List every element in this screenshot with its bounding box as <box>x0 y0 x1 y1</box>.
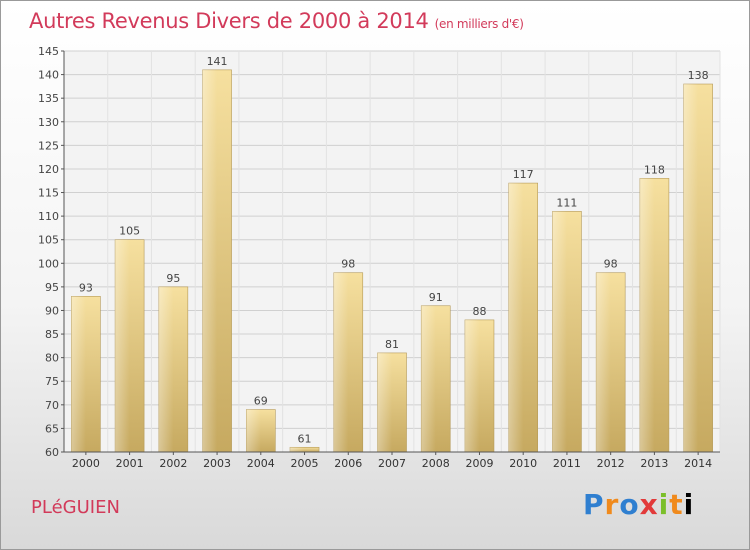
x-tick-label: 2006 <box>334 457 362 470</box>
bar-highlight <box>552 211 567 452</box>
bar-highlight <box>377 352 392 452</box>
bars-layer <box>71 69 713 453</box>
y-tick-label: 75 <box>45 375 59 388</box>
chart-title-text: Autres Revenus Divers de 2000 à 2014 <box>29 9 429 33</box>
bar-highlight <box>508 183 524 452</box>
y-tick-label: 100 <box>38 257 59 270</box>
logo-letter: i <box>683 488 695 521</box>
y-tick-label: 85 <box>45 328 59 341</box>
data-label: 91 <box>429 291 443 304</box>
logo-letter: P <box>583 488 605 521</box>
bar-highlight <box>683 84 699 452</box>
bar-highlight <box>71 296 86 452</box>
data-label: 95 <box>166 272 180 285</box>
labels-layer: 93 105 95 141 69 61 98 81 91 88 117 111 98 118 138 <box>79 55 709 445</box>
bar-highlight <box>639 178 655 452</box>
y-tick-label: 120 <box>38 163 59 176</box>
x-tick-label: 2007 <box>378 457 406 470</box>
x-tick-label: 2012 <box>597 457 625 470</box>
y-tick-label: 130 <box>38 116 59 129</box>
x-tick-label: 2004 <box>247 457 275 470</box>
data-label: 117 <box>513 168 534 181</box>
data-label: 118 <box>644 163 665 176</box>
x-tick-label: 2005 <box>291 457 319 470</box>
x-tick-label: 2010 <box>509 457 537 470</box>
y-tick-label: 105 <box>38 234 59 247</box>
data-label: 105 <box>119 225 140 238</box>
x-tick-label: 2011 <box>553 457 581 470</box>
x-tick-label: 2013 <box>640 457 668 470</box>
y-tick-label: 110 <box>38 210 59 223</box>
y-tick-label: 70 <box>45 399 59 412</box>
logo-letter: o <box>619 488 640 521</box>
data-label: 88 <box>472 305 486 318</box>
y-tick-label: 145 <box>38 45 59 58</box>
x-tick-label: 2001 <box>116 457 144 470</box>
y-tick-label: 90 <box>45 304 59 317</box>
y-tick-label: 60 <box>45 446 59 459</box>
logo-letter: r <box>604 488 620 521</box>
bar-highlight <box>464 319 480 452</box>
bar-highlight <box>596 272 611 452</box>
bar-highlight <box>421 305 436 452</box>
y-tick-label: 65 <box>45 422 59 435</box>
x-tick-label: 2009 <box>465 457 493 470</box>
bar-highlight <box>115 239 130 452</box>
data-label: 98 <box>341 258 355 271</box>
y-tick-label: 115 <box>38 187 59 200</box>
data-label: 111 <box>556 196 577 209</box>
data-label: 61 <box>298 432 312 445</box>
data-label: 141 <box>207 55 228 68</box>
commune-name: PLéGUIEN <box>31 497 120 518</box>
proxiti-logo: Proxiti <box>583 488 694 521</box>
x-tick-label: 2008 <box>422 457 450 470</box>
data-label: 93 <box>79 281 93 294</box>
y-tick-label: 95 <box>45 281 59 294</box>
bar-highlight <box>202 69 218 452</box>
logo-letter: t <box>669 488 684 521</box>
data-label: 138 <box>688 69 709 82</box>
y-tick-label: 80 <box>45 352 59 365</box>
bar-highlight <box>290 447 305 452</box>
y-tick-label: 125 <box>38 139 59 152</box>
chart-subtitle: (en milliers d'€) <box>434 17 524 31</box>
bar-highlight <box>333 272 349 452</box>
bar-highlight <box>158 286 174 452</box>
data-label: 81 <box>385 338 399 351</box>
x-tick-label: 2014 <box>684 457 712 470</box>
chart-title: Autres Revenus Divers de 2000 à 2014 (en … <box>29 9 524 33</box>
y-tick-label: 140 <box>38 69 59 82</box>
y-tick-label: 135 <box>38 92 59 105</box>
axes-layer: 60 65 70 75 80 85 90 95 100 105 110 115 120 125 130 135… <box>38 45 720 470</box>
x-tick-label: 2000 <box>72 457 100 470</box>
logo-letter: x <box>639 488 659 521</box>
data-label: 69 <box>254 395 268 408</box>
x-tick-label: 2002 <box>159 457 187 470</box>
x-tick-label: 2003 <box>203 457 231 470</box>
bar-highlight <box>246 409 261 452</box>
data-label: 98 <box>604 258 618 271</box>
logo-letter: i <box>658 488 670 521</box>
